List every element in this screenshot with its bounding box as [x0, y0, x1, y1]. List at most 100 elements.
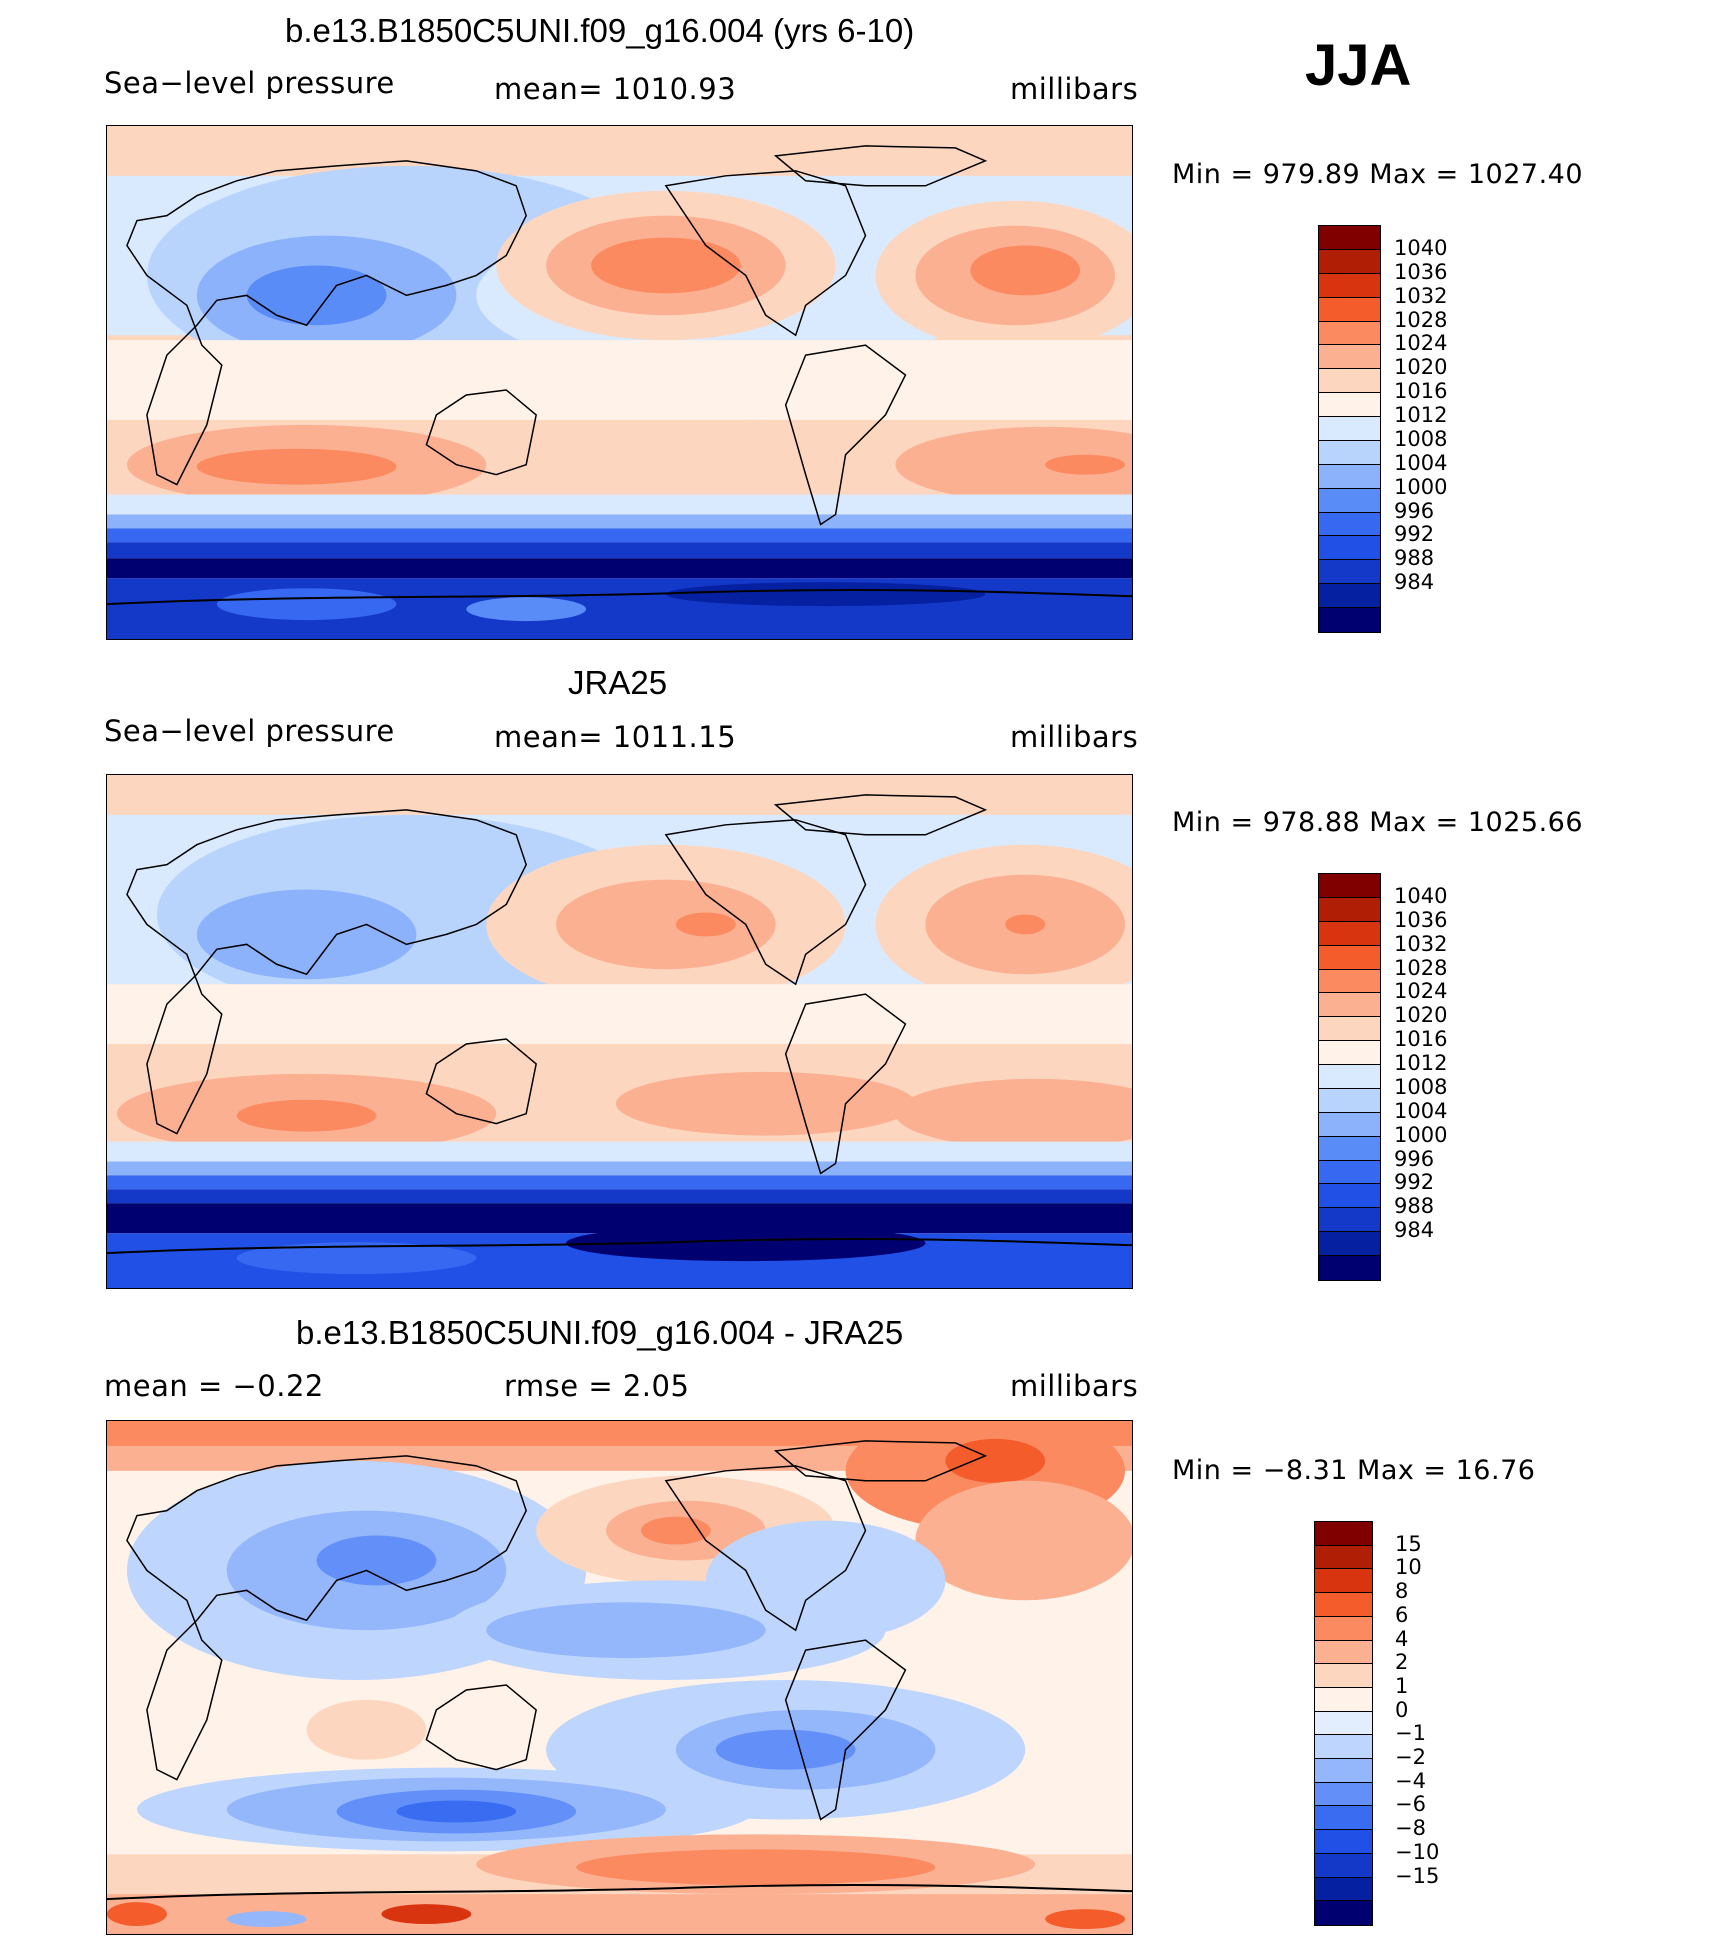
colorbar-swatch [1319, 249, 1380, 274]
colorbar-swatch [1319, 512, 1380, 537]
colorbar-tick-label: 1008 [1394, 1074, 1448, 1099]
colorbar-tick-label: 1020 [1394, 1003, 1448, 1028]
colorbar-swatch [1319, 1232, 1380, 1256]
colorbar-swatch [1315, 1735, 1372, 1760]
colorbar-swatch [1319, 417, 1380, 441]
colorbar-swatch [1319, 1136, 1380, 1161]
colorbar-swatch [1319, 440, 1380, 465]
colorbar-swatch [1319, 608, 1380, 632]
panel3-title: b.e13.B1850C5UNI.f09_g16.004 - JRA25 [296, 1314, 904, 1351]
panel2-units-label: millibars [1010, 720, 1139, 754]
colorbar-tick-label: 984 [1394, 570, 1435, 595]
colorbar-swatch [1315, 1901, 1372, 1925]
colorbar-tick-label: 1040 [1394, 883, 1448, 908]
colorbar-tick-label: 1012 [1394, 403, 1448, 428]
colorbar-swatch [1319, 369, 1380, 394]
colorbar-swatch [1319, 560, 1380, 585]
colorbar-swatch [1319, 345, 1380, 370]
colorbar-swatch [1319, 536, 1380, 561]
colorbar-swatch [1319, 226, 1380, 250]
colorbar-swatch [1315, 1569, 1372, 1594]
colorbar-tick-label: 10 [1395, 1555, 1422, 1580]
panel1-minmax: Min = 979.89 Max = 1027.40 [1172, 159, 1584, 190]
colorbar-swatch [1319, 464, 1380, 489]
colorbar-tick-label: 1032 [1394, 931, 1448, 956]
colorbar-swatch [1315, 1664, 1372, 1688]
colorbar-swatch [1319, 1112, 1380, 1137]
colorbar-swatch [1315, 1593, 1372, 1617]
colorbar-swatch [1319, 897, 1380, 922]
colorbar-tick-label: 1016 [1394, 379, 1448, 404]
colorbar-tick-label: 8 [1395, 1579, 1409, 1604]
panel1-mean-label: mean= 1010.93 [494, 72, 737, 106]
colorbar-tick-label: 992 [1394, 1170, 1435, 1195]
colorbar-swatch [1319, 993, 1380, 1018]
colorbar-swatch [1315, 1687, 1372, 1712]
colorbar-swatch [1319, 921, 1380, 946]
colorbar-tick-label: −15 [1395, 1863, 1440, 1888]
colorbar-swatch [1319, 1017, 1380, 1042]
colorbar-swatch [1315, 1782, 1372, 1807]
colorbar-tick-label: 1024 [1394, 331, 1448, 356]
colorbar-swatch [1319, 945, 1380, 970]
colorbar-swatch [1319, 1065, 1380, 1089]
colorbar-tick-label: 1028 [1394, 955, 1448, 980]
colorbar-swatch [1315, 1853, 1372, 1878]
panel2-variable-label: Sea−level pressure [104, 714, 395, 748]
panel2-mean-label: mean= 1011.15 [494, 720, 737, 754]
colorbar-tick-label: 0 [1395, 1697, 1409, 1722]
panel2-map-graphic [107, 775, 1132, 1288]
colorbar-swatch [1315, 1522, 1372, 1546]
panel2-map [106, 774, 1133, 1289]
colorbar-tick-label: −1 [1395, 1721, 1426, 1746]
colorbar-swatch [1319, 1160, 1380, 1185]
panel3-units-label: millibars [1010, 1369, 1139, 1403]
colorbar-tick-label: 988 [1394, 1194, 1435, 1219]
colorbar-swatch [1315, 1616, 1372, 1641]
colorbar-tick-label: 1028 [1394, 307, 1448, 332]
panel1-units-label: millibars [1010, 72, 1139, 106]
colorbar-swatch [1319, 393, 1380, 417]
panel3-map-graphic [107, 1421, 1132, 1934]
colorbar-swatch [1319, 1256, 1380, 1280]
colorbar-tick-label: 984 [1394, 1218, 1435, 1243]
colorbar-tick-label: 996 [1394, 498, 1435, 523]
season-label: JJA [1305, 33, 1412, 98]
colorbar-tick-label: −6 [1395, 1792, 1426, 1817]
colorbar-tick-label: 1032 [1394, 283, 1448, 308]
colorbar-tick-label: 1024 [1394, 979, 1448, 1004]
colorbar-tick-label: 1 [1395, 1673, 1409, 1698]
colorbar-swatch [1315, 1711, 1372, 1736]
colorbar-swatch [1315, 1806, 1372, 1831]
colorbar-tick-label: −4 [1395, 1768, 1426, 1793]
panel1-map-graphic [107, 126, 1132, 639]
colorbar-tick-label: −10 [1395, 1839, 1440, 1864]
colorbar-tick-label: 6 [1395, 1602, 1409, 1627]
colorbar-tick-label: −8 [1395, 1816, 1426, 1841]
colorbar-tick-label: 1008 [1394, 426, 1448, 451]
colorbar-swatch [1315, 1759, 1372, 1783]
colorbar-tick-label: 1004 [1394, 1098, 1448, 1123]
colorbar-tick-label: 15 [1395, 1531, 1422, 1556]
colorbar-swatch [1319, 1041, 1380, 1065]
colorbar-tick-label: 1012 [1394, 1051, 1448, 1076]
panel2-title: JRA25 [568, 664, 668, 701]
colorbar-tick-label: 996 [1394, 1146, 1435, 1171]
panel3-map [106, 1420, 1133, 1935]
panel1-variable-label: Sea−level pressure [104, 66, 395, 100]
colorbar-swatch [1319, 874, 1380, 898]
panel1-title: b.e13.B1850C5UNI.f09_g16.004 (yrs 6-10) [285, 12, 915, 49]
colorbar-swatch [1319, 321, 1380, 346]
colorbar-tick-label: 1036 [1394, 907, 1448, 932]
colorbar-swatch [1319, 297, 1380, 322]
colorbar-swatch [1315, 1830, 1372, 1854]
colorbar-tick-label: 4 [1395, 1626, 1409, 1651]
colorbar-swatch [1319, 969, 1380, 994]
colorbar-swatch [1319, 1184, 1380, 1209]
colorbar-tick-label: 1040 [1394, 235, 1448, 260]
panel3-mean-label: mean = −0.22 [104, 1369, 324, 1403]
colorbar-tick-label: 1036 [1394, 259, 1448, 284]
panel3-rmse-label: rmse = 2.05 [504, 1369, 690, 1403]
colorbar-tick-label: 1016 [1394, 1027, 1448, 1052]
colorbar-tick-label: −2 [1395, 1745, 1426, 1770]
